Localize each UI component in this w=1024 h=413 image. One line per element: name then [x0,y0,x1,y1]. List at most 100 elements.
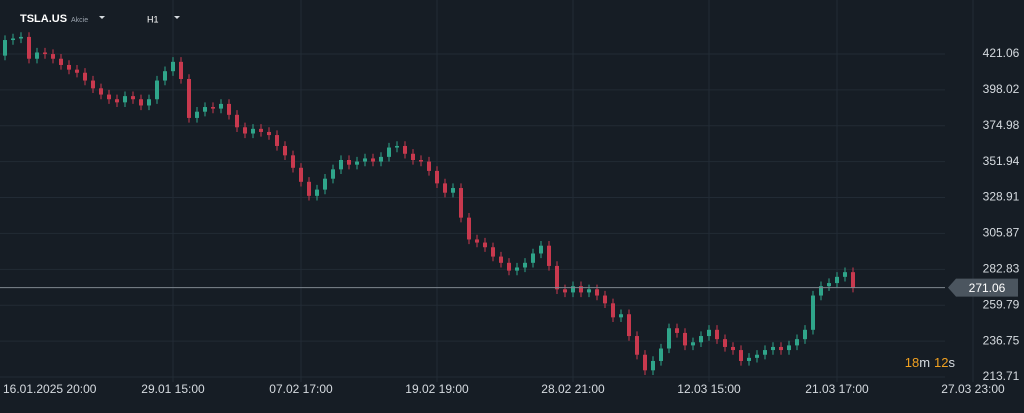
timeframe[interactable]: H1 [147,14,159,24]
candle-body [763,350,767,355]
y-tick-label: 213.71 [983,369,1020,383]
candle-body [787,345,791,351]
candle-body [675,328,679,333]
candle-body [419,159,423,162]
candle-body [379,156,383,162]
candle-body [635,336,639,355]
candle-body [59,58,63,65]
plot: 421.06 398.02 374.98 351.94 328.91 305.87 282.… [0,0,1020,396]
candle-body [187,78,191,118]
candle-body [459,188,463,218]
candle-body [499,256,503,263]
candle-body [659,348,663,361]
countdown-unit: s [949,355,956,370]
candle-body [179,61,183,79]
candle-body [835,276,839,284]
candle-body [115,99,119,103]
candle-body [251,128,255,134]
candle-body [259,128,263,132]
candle-body [707,329,711,337]
x-tick-label: 27.03 23:00 [941,382,1005,396]
candle-body [771,346,775,351]
candle-body [355,161,359,165]
candle-body [411,153,415,160]
candle-body [827,283,831,287]
candle-body [323,178,327,190]
candle-body [275,135,279,146]
candle-body [363,158,367,162]
candle-body [507,262,511,271]
candle-body [443,183,447,193]
y-tick-label: 305.87 [983,226,1020,240]
timeframe-dropdown[interactable] [174,16,180,19]
candle-body [219,103,223,109]
candle-body [667,328,671,349]
candle-body [451,188,455,193]
candle-body [403,145,407,154]
candle-body [483,242,487,248]
current-price-tag [948,278,1018,297]
x-tick-label: 28.02 21:00 [541,382,605,396]
candle-body [155,80,159,100]
instrument-kind: Akcie [71,17,88,24]
candle-body [531,253,535,263]
candle-body [779,346,783,351]
candle-body [171,61,175,72]
x-tick-label: 29.01 15:00 [141,382,205,396]
candle-body [91,80,95,89]
candle-body [243,127,247,134]
candle-body [699,336,703,343]
candle-body [27,36,31,59]
candle-body [99,88,103,95]
candle-body [235,114,239,128]
candle-body [723,339,727,347]
candle-body [19,36,23,39]
candle-body [51,54,55,59]
candle-body [83,72,87,81]
candle-body [299,167,303,182]
candle-body [371,158,375,162]
candle-body [203,107,207,112]
candle-body [427,161,431,171]
candle-body [75,69,79,73]
candle-body [515,267,519,271]
candle-body [755,354,759,358]
y-tick-label: 282.83 [983,261,1020,275]
candle-body [555,265,559,290]
candle-body [395,145,399,148]
candle-body [731,346,735,351]
candle-body [139,99,143,106]
symbol: TSLA.US [20,13,67,25]
y-tick-label: 328.91 [983,190,1020,204]
y-tick-label: 398.02 [983,82,1020,96]
candle-body [195,111,199,118]
candle-body [571,286,575,293]
candle-body [595,289,599,296]
candle-body [547,245,551,266]
candle-body [211,107,215,109]
candle-body [603,295,607,304]
candle-body [35,52,39,59]
candle-body [843,272,847,277]
y-tick-label: 351.94 [983,154,1020,168]
candle-body [67,64,71,70]
candle-body [43,52,47,55]
candle-body [283,145,287,156]
countdown: 18m 12s [905,355,956,370]
candle-body [795,339,799,346]
candle-body [227,103,231,115]
countdown-unit: m [919,355,930,370]
candle-body [619,314,623,318]
symbol-dropdown[interactable] [99,16,105,19]
candle-body [267,131,271,136]
candle-body [475,239,479,243]
candle-body [163,71,167,81]
y-tick-label: 421.06 [983,46,1020,60]
x-tick-label: 19.02 19:00 [405,382,469,396]
candle-body [539,245,543,254]
candle-body [819,286,823,296]
candle-body [107,94,111,100]
candle-body [691,342,695,346]
